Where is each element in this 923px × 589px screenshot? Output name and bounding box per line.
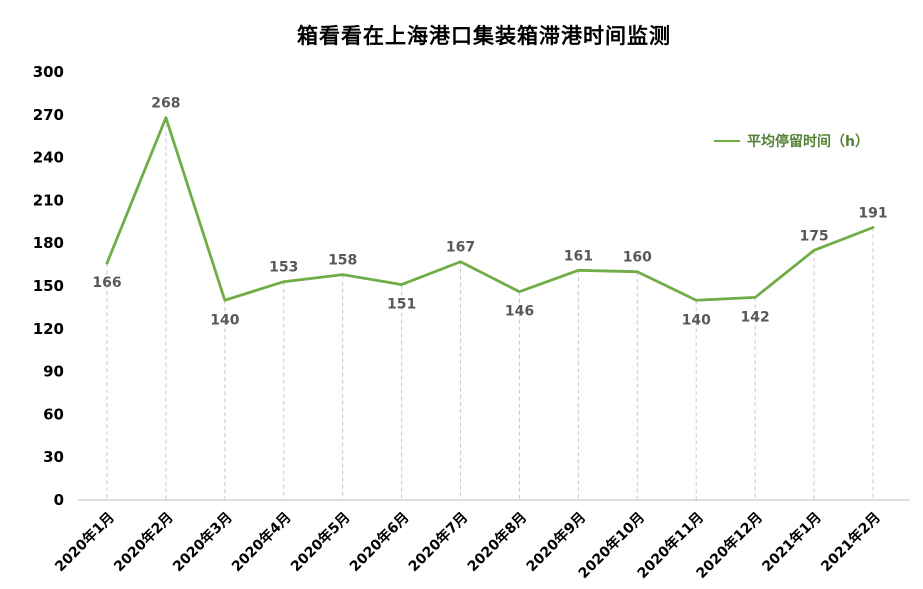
- x-tick-label: 2021年1月: [759, 509, 825, 575]
- data-point-label: 158: [328, 253, 357, 269]
- x-tick-label: 2020年6月: [346, 509, 412, 575]
- y-tick-label: 240: [33, 149, 64, 167]
- data-point-label: 146: [505, 304, 534, 320]
- y-tick-label: 30: [43, 448, 64, 466]
- x-tick-label: 2020年7月: [405, 509, 471, 575]
- data-point-label: 268: [151, 96, 180, 112]
- x-tick-label: 2020年4月: [228, 509, 294, 575]
- y-tick-label: 60: [43, 405, 64, 423]
- data-point-label: 191: [858, 206, 887, 222]
- data-point-label: 140: [210, 312, 239, 328]
- series-line: [105, 116, 875, 302]
- data-point-label: 160: [623, 250, 652, 266]
- legend-label: 平均停留时间（h）: [747, 134, 869, 150]
- y-tick-label: 150: [33, 277, 64, 295]
- x-tick-label: 2020年1月: [52, 509, 118, 575]
- legend-line-swatch: [714, 140, 740, 142]
- data-point-label: 153: [269, 260, 298, 276]
- chart-title: 箱看看在上海港口集装箱滞港时间监测: [297, 24, 671, 48]
- data-point-label: 140: [682, 312, 711, 328]
- legend: 平均停留时间（h）: [714, 131, 869, 151]
- x-tick-label: 2020年9月: [523, 509, 589, 575]
- data-point-label: 151: [387, 297, 416, 313]
- data-point-label: 166: [92, 275, 121, 291]
- y-tick-label: 90: [43, 363, 64, 381]
- x-tick-label: 2021年2月: [818, 509, 884, 575]
- x-tick-label: 2020年5月: [287, 509, 353, 575]
- data-point-label: 167: [446, 240, 475, 256]
- x-tick-label: 2020年8月: [464, 509, 530, 575]
- y-tick-label: 270: [33, 106, 64, 124]
- y-tick-label: 120: [33, 320, 64, 338]
- x-tick-label: 2020年2月: [110, 509, 176, 575]
- y-tick-label: 300: [33, 63, 64, 81]
- data-point-label: 142: [741, 309, 770, 325]
- y-tick-label: 210: [33, 191, 64, 209]
- x-tick-label: 2020年3月: [169, 509, 235, 575]
- data-point-label: 161: [564, 248, 593, 264]
- data-point-label: 175: [799, 228, 828, 244]
- y-tick-label: 0: [54, 491, 64, 509]
- y-tick-label: 180: [33, 234, 64, 252]
